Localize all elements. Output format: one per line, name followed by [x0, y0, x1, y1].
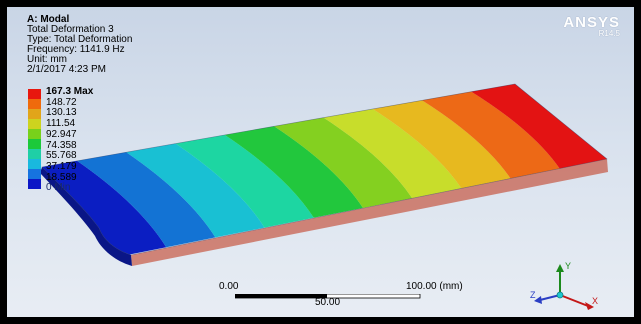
legend-swatch-5 — [28, 139, 41, 149]
contour-band — [322, 108, 462, 199]
legend-swatch-0 — [28, 89, 41, 99]
z-axis-line — [539, 294, 561, 301]
contour-band — [273, 116, 413, 208]
contour-band — [174, 134, 314, 228]
contour-band — [420, 90, 560, 179]
model-side-face — [131, 159, 608, 266]
model-end-face — [40, 167, 132, 266]
result-info-panel: A: Modal Total Deformation 3 Type: Total… — [27, 15, 132, 75]
ansys-logo: ANSYS R14.5 — [563, 14, 620, 38]
contour-band — [223, 125, 363, 218]
legend-label: 148.72 — [46, 97, 77, 108]
result-unit: Unit: mm — [27, 54, 67, 65]
result-date: 2/1/2017 4:23 PM — [27, 64, 106, 75]
result-type: Type: Total Deformation — [27, 34, 133, 45]
scale-bar-graphic — [235, 294, 421, 299]
legend-label: 74.358 — [46, 140, 77, 151]
scale-label-right: 100.00 (mm) — [406, 281, 463, 292]
legend-swatch-1 — [28, 99, 41, 109]
contour-band — [76, 151, 216, 248]
x-axis-label: X — [592, 296, 598, 306]
triad-origin — [556, 291, 564, 299]
contour-band — [125, 142, 265, 238]
brand-version: R14.5 — [598, 29, 620, 38]
scale-label-mid: 50.00 — [315, 297, 341, 308]
legend-label: 37.179 — [46, 161, 77, 172]
legend-swatch-2 — [28, 109, 41, 119]
legend-label-min: 0 Min — [46, 182, 71, 193]
z-axis-arrow — [534, 296, 542, 304]
brand-name: ANSYS — [563, 14, 620, 31]
legend-label: 55.768 — [46, 150, 77, 161]
axis-triad[interactable]: Y X Z — [530, 260, 600, 312]
contour-band — [42, 160, 167, 255]
result-name: Total Deformation 3 — [27, 24, 114, 35]
model-outline — [41, 83, 608, 256]
deformation-contour-bands — [42, 84, 607, 255]
contour-band — [371, 99, 511, 189]
legend-swatch-6 — [28, 149, 41, 159]
legend-label: 111.54 — [46, 118, 76, 129]
y-axis-arrow — [556, 264, 564, 272]
legend-label: 92.947 — [46, 129, 77, 140]
model-view[interactable] — [7, 7, 634, 317]
scale-bar: 0.00 100.00 (mm) 50.00 — [219, 281, 469, 311]
scale-label-left: 0.00 — [219, 281, 239, 292]
contour-band — [469, 84, 607, 169]
x-axis-line — [559, 294, 589, 307]
legend-swatch-7 — [28, 159, 41, 169]
x-axis-arrow — [585, 302, 594, 310]
legend-swatch-8 — [28, 169, 41, 179]
z-axis-label: Z — [530, 290, 536, 300]
legend-swatch-4 — [28, 129, 41, 139]
legend-label-max: 167.3 Max — [46, 86, 94, 97]
legend-label: 18.589 — [46, 172, 77, 183]
result-frequency: Frequency: 1141.9 Hz — [27, 44, 125, 55]
legend-swatch-9 — [28, 179, 41, 189]
analysis-title: A: Modal — [27, 14, 70, 25]
legend-swatch-3 — [28, 119, 41, 129]
legend-label: 130.13 — [46, 107, 77, 118]
graphics-viewport[interactable]: A: Modal Total Deformation 3 Type: Total… — [7, 7, 634, 317]
y-axis-label: Y — [565, 261, 571, 271]
